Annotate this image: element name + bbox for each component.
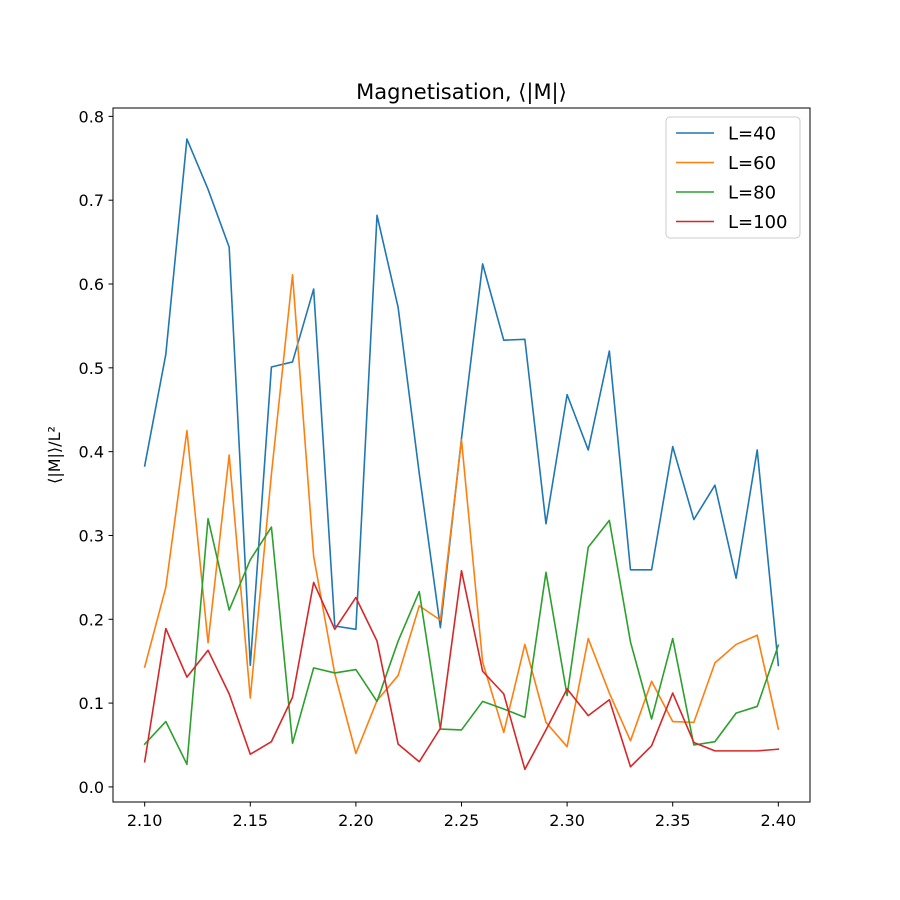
y-tick-label: 0.8	[79, 107, 104, 126]
x-tick-label: 2.30	[549, 811, 585, 830]
legend-box	[665, 116, 801, 239]
legend: L=40 L=60 L=80 L=100	[665, 116, 801, 239]
y-tick-label: 0.6	[79, 275, 104, 294]
series-line-1	[143, 273, 780, 755]
y-tick-label: 0.2	[79, 610, 104, 629]
x-tick-label: 2.15	[232, 811, 268, 830]
x-tick-label: 2.40	[761, 811, 797, 830]
y-axis-label: ⟨|M|⟩/L²	[45, 426, 64, 484]
series-line-2	[143, 517, 780, 766]
legend-label-1: L=60	[728, 153, 776, 174]
y-tick-label: 0.0	[79, 778, 104, 797]
x-axis: 2.10 2.15 2.20 2.25 2.30 2.35 2.40	[127, 802, 796, 830]
legend-label-2: L=80	[728, 183, 776, 204]
legend-label-3: L=100	[728, 212, 787, 233]
y-tick-label: 0.5	[79, 359, 104, 378]
series-layer	[143, 138, 780, 771]
y-tick-label: 0.7	[79, 191, 104, 210]
y-tick-label: 0.3	[79, 526, 104, 545]
series-line-0	[143, 138, 780, 667]
y-tick-label: 0.4	[79, 443, 104, 462]
legend-label-0: L=40	[728, 124, 776, 145]
x-tick-label: 2.35	[655, 811, 691, 830]
x-tick-label: 2.10	[127, 811, 163, 830]
x-tick-label: 2.25	[444, 811, 480, 830]
y-tick-label: 0.1	[79, 694, 104, 713]
y-axis: 0.0 0.1 0.2 0.3 0.4 0.5 0.6 0.7 0.8	[79, 107, 113, 797]
x-tick-label: 2.20	[338, 811, 374, 830]
chart-title: Magnetisation, ⟨|M|⟩	[356, 80, 567, 105]
series-line-3	[143, 569, 780, 771]
